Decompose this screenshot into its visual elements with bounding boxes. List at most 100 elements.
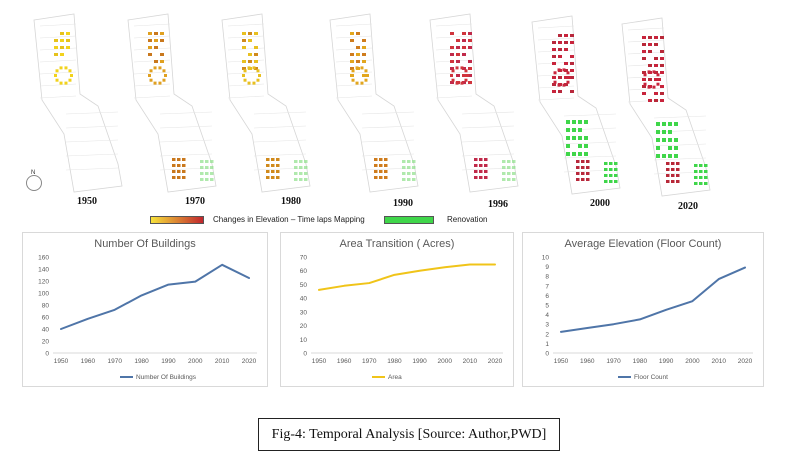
map-panels bbox=[33, 13, 711, 197]
x-tick-label: 2020 bbox=[242, 358, 257, 365]
y-tick-label: 40 bbox=[300, 296, 308, 303]
y-tick-label: 80 bbox=[42, 303, 50, 310]
map-year-label: 1990 bbox=[393, 198, 413, 209]
map-year-label: 1980 bbox=[281, 196, 301, 207]
north-arrow-icon bbox=[26, 175, 42, 191]
data-point bbox=[718, 278, 720, 280]
elevation-gradient-swatch bbox=[150, 216, 204, 224]
chart-title: Area Transition ( Acres) bbox=[339, 238, 455, 250]
chart-plot: 0 1 2 3 4 5 6 7 8 9 10 1950 1960 1970 1980 1990 2000 2010… bbox=[542, 255, 753, 381]
series-line bbox=[560, 266, 746, 333]
y-tick-label: 20 bbox=[42, 339, 50, 346]
chart-title: Number Of Buildings bbox=[94, 238, 196, 250]
map-year-label: 2000 bbox=[590, 198, 610, 209]
data-point bbox=[612, 323, 615, 325]
y-tick-label: 100 bbox=[38, 291, 49, 298]
x-tick-label: 1950 bbox=[54, 358, 69, 365]
data-point bbox=[469, 263, 471, 266]
y-tick-label: 3 bbox=[545, 322, 549, 329]
y-tick-label: 140 bbox=[38, 267, 49, 274]
y-tick-label: 0 bbox=[45, 351, 49, 358]
y-tick-label: 2 bbox=[545, 331, 549, 338]
map-year-label: 1970 bbox=[185, 196, 205, 207]
x-tick-label: 1980 bbox=[633, 358, 648, 365]
data-point bbox=[494, 263, 496, 266]
y-tick-label: 1 bbox=[545, 341, 549, 348]
y-tick-label: 5 bbox=[545, 303, 549, 310]
y-tick-label: 6 bbox=[545, 293, 549, 300]
data-point bbox=[114, 309, 116, 311]
map-year-label: 2020 bbox=[678, 201, 698, 212]
map-panel bbox=[621, 17, 711, 197]
y-tick-label: 30 bbox=[300, 309, 308, 316]
map-year-label: 1996 bbox=[488, 199, 508, 210]
data-point bbox=[418, 270, 421, 272]
data-point bbox=[221, 264, 223, 266]
x-tick-label: 1960 bbox=[337, 358, 352, 365]
map-panel bbox=[429, 13, 519, 193]
x-tick-label: 1950 bbox=[312, 358, 327, 365]
x-tick-label: 2010 bbox=[215, 358, 230, 365]
data-point bbox=[60, 328, 62, 330]
y-tick-label: 0 bbox=[545, 351, 549, 358]
data-point bbox=[368, 282, 370, 284]
x-tick-label: 2020 bbox=[738, 358, 753, 365]
y-tick-label: 9 bbox=[545, 264, 549, 271]
y-tick-label: 120 bbox=[38, 279, 49, 286]
y-tick-label: 4 bbox=[545, 312, 549, 319]
data-point bbox=[665, 309, 667, 311]
data-point bbox=[444, 266, 446, 268]
y-tick-label: 40 bbox=[42, 327, 50, 334]
y-tick-label: 10 bbox=[542, 255, 550, 262]
y-tick-label: 160 bbox=[38, 255, 49, 262]
x-tick-label: 1970 bbox=[606, 358, 621, 365]
map-panel bbox=[329, 13, 419, 193]
y-tick-label: 8 bbox=[545, 274, 549, 281]
chart-average-elevation: Average Elevation (Floor Count) 0 1 2 3 4 5 6 7… bbox=[522, 232, 764, 387]
data-point bbox=[393, 274, 396, 276]
legend-label: Number Of Buildings bbox=[136, 374, 197, 381]
figure-caption: Fig-4: Temporal Analysis [Source: Author… bbox=[258, 418, 560, 451]
data-point bbox=[560, 331, 562, 333]
y-tick-label: 10 bbox=[300, 337, 308, 344]
x-tick-label: 2000 bbox=[685, 358, 700, 365]
x-tick-label: 2000 bbox=[188, 358, 203, 365]
map-panel bbox=[221, 13, 311, 193]
legend-label: Area bbox=[388, 374, 402, 381]
x-tick-label: 2010 bbox=[711, 358, 726, 365]
elevation-legend-label: Changes in Elevation – Time laps Mapping bbox=[213, 215, 365, 224]
y-tick-label: 70 bbox=[300, 255, 308, 262]
y-tick-label: 20 bbox=[300, 323, 308, 330]
map-panel bbox=[33, 13, 123, 193]
chart-title: Average Elevation (Floor Count) bbox=[564, 238, 722, 250]
chart-area-transition: Area Transition ( Acres) 0 10 20 30 40 50 60 70… bbox=[280, 232, 514, 387]
renovation-legend-label: Renovation bbox=[447, 215, 488, 224]
north-label: N bbox=[31, 170, 36, 176]
chart-number-of-buildings: Number Of Buildings 0 20 40 60 80 100 120 140 16… bbox=[22, 232, 268, 387]
chart-plot: 0 10 20 30 40 50 60 70 1950 1960 1970 1980 1990 2000 2… bbox=[300, 255, 503, 381]
y-tick-label: 50 bbox=[300, 282, 308, 289]
x-tick-label: 1960 bbox=[580, 358, 595, 365]
x-tick-label: 1990 bbox=[659, 358, 674, 365]
data-point bbox=[691, 300, 694, 302]
map-panel bbox=[531, 15, 621, 195]
data-point bbox=[318, 289, 320, 291]
data-point bbox=[87, 318, 89, 320]
data-point bbox=[744, 266, 746, 269]
data-point bbox=[140, 294, 143, 296]
legend-label: Floor Count bbox=[634, 374, 668, 381]
x-tick-label: 1980 bbox=[134, 358, 149, 365]
y-tick-label: 7 bbox=[545, 283, 549, 290]
data-point bbox=[586, 327, 588, 329]
data-point bbox=[639, 318, 641, 320]
series-line bbox=[60, 263, 250, 330]
data-point bbox=[248, 277, 250, 279]
time-lapse-map-strip bbox=[0, 0, 812, 230]
x-tick-label: 2000 bbox=[437, 358, 452, 365]
chart-plot: 0 20 40 60 80 100 120 140 160 1950 1960 1970 1980 199… bbox=[38, 255, 257, 381]
x-tick-label: 1950 bbox=[554, 358, 569, 365]
data-point bbox=[167, 284, 170, 286]
x-tick-label: 1970 bbox=[362, 358, 377, 365]
x-tick-label: 2010 bbox=[463, 358, 478, 365]
x-tick-label: 1970 bbox=[107, 358, 122, 365]
